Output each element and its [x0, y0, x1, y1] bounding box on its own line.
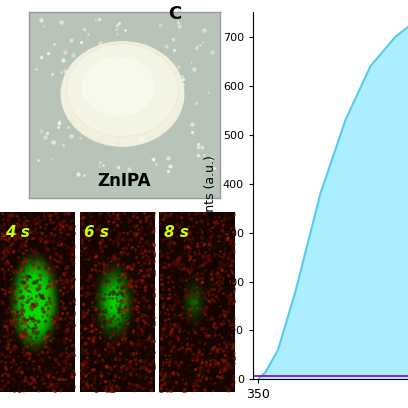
Ellipse shape — [22, 277, 47, 326]
Ellipse shape — [100, 274, 129, 330]
Ellipse shape — [97, 267, 132, 337]
Ellipse shape — [60, 41, 184, 147]
Ellipse shape — [25, 283, 44, 321]
Ellipse shape — [190, 294, 198, 310]
Ellipse shape — [108, 288, 121, 315]
Text: 4 s: 4 s — [4, 225, 29, 240]
Ellipse shape — [189, 292, 199, 312]
Ellipse shape — [98, 73, 147, 115]
Ellipse shape — [105, 284, 124, 320]
Ellipse shape — [9, 251, 60, 353]
Ellipse shape — [84, 61, 161, 127]
Ellipse shape — [98, 269, 131, 335]
Ellipse shape — [112, 298, 116, 306]
Ellipse shape — [70, 49, 175, 139]
Text: 8 s: 8 s — [164, 225, 188, 240]
Ellipse shape — [104, 281, 125, 323]
Ellipse shape — [18, 268, 51, 335]
Ellipse shape — [89, 65, 156, 123]
Ellipse shape — [191, 295, 197, 308]
Ellipse shape — [30, 292, 40, 312]
Ellipse shape — [102, 277, 127, 327]
Ellipse shape — [34, 301, 35, 303]
Text: C: C — [168, 5, 181, 23]
Ellipse shape — [103, 77, 142, 111]
Ellipse shape — [75, 53, 170, 135]
Ellipse shape — [16, 266, 53, 338]
Ellipse shape — [191, 297, 196, 307]
Ellipse shape — [111, 296, 118, 308]
Ellipse shape — [15, 263, 54, 341]
Ellipse shape — [95, 264, 133, 339]
Ellipse shape — [109, 291, 120, 313]
Text: ZnIPA: ZnIPA — [98, 172, 151, 190]
Ellipse shape — [12, 257, 58, 347]
Ellipse shape — [20, 271, 50, 333]
Y-axis label: Counts (a.u.): Counts (a.u.) — [204, 155, 217, 236]
Ellipse shape — [192, 299, 195, 305]
Ellipse shape — [13, 260, 56, 344]
Ellipse shape — [82, 57, 155, 116]
Ellipse shape — [103, 279, 126, 325]
Ellipse shape — [80, 57, 166, 131]
Ellipse shape — [110, 293, 119, 310]
Ellipse shape — [33, 298, 37, 306]
Ellipse shape — [65, 45, 180, 143]
Ellipse shape — [113, 301, 115, 303]
Ellipse shape — [11, 254, 59, 350]
Ellipse shape — [106, 286, 122, 318]
Text: 6 s: 6 s — [84, 225, 109, 240]
Ellipse shape — [31, 295, 38, 309]
Ellipse shape — [193, 301, 195, 303]
Ellipse shape — [24, 280, 46, 324]
Ellipse shape — [99, 272, 130, 332]
Ellipse shape — [93, 69, 151, 119]
Ellipse shape — [28, 289, 41, 315]
Ellipse shape — [27, 286, 43, 318]
Ellipse shape — [21, 275, 49, 329]
Ellipse shape — [67, 44, 178, 137]
